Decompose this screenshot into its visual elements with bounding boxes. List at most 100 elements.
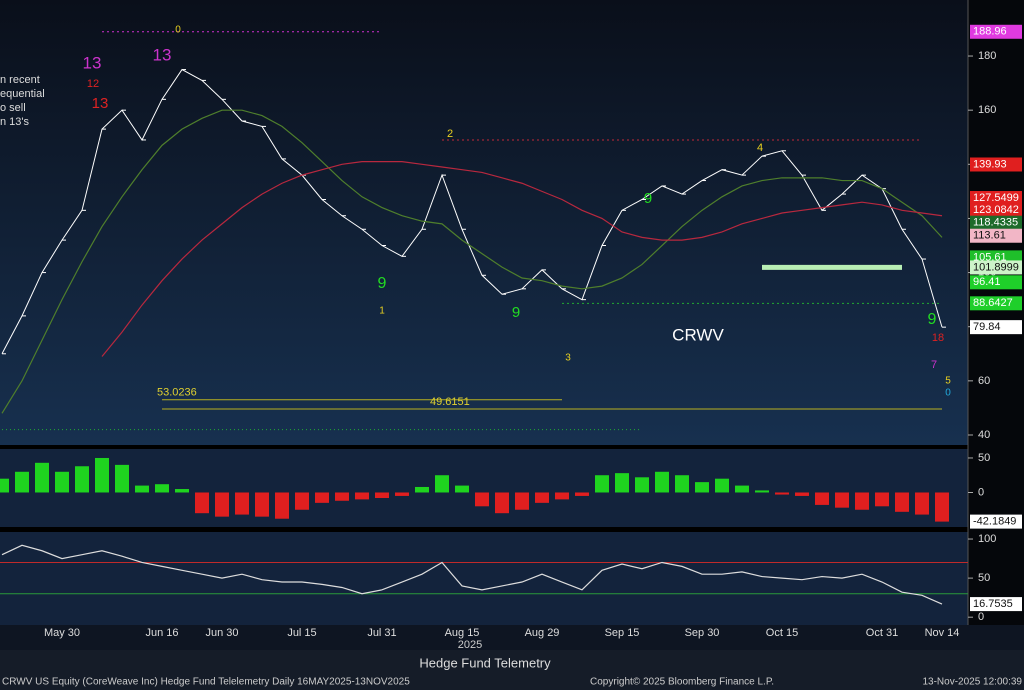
histogram-bar [535, 492, 549, 503]
td-count: 9 [644, 190, 652, 207]
price-label-box [970, 215, 1022, 230]
x-tick-label: Sep 15 [605, 627, 640, 639]
price-label: 127.5499 [973, 192, 1019, 204]
price-label-box [970, 514, 1022, 529]
td-count: 12 [87, 78, 99, 90]
td-count: 0 [945, 388, 951, 399]
oscillator-panel [0, 532, 968, 625]
right-axis [968, 0, 1024, 625]
price-label: 113.61 [973, 230, 1006, 242]
histogram-bar [635, 477, 649, 493]
y-tick-label: 50 [978, 452, 990, 464]
footer [0, 650, 1024, 690]
histogram-bar [675, 475, 689, 493]
price-label-box [970, 191, 1022, 206]
histogram-bar [575, 492, 589, 496]
price-label-box [970, 203, 1022, 218]
histogram-bar [455, 485, 469, 493]
td-count: 13 [83, 53, 102, 72]
td-count: 18 [932, 332, 944, 344]
histogram-bar [715, 478, 729, 493]
histogram-bar [175, 489, 189, 493]
histogram-bar [435, 475, 449, 493]
histogram-bar [515, 492, 529, 510]
histogram-bar [275, 492, 289, 519]
histogram-bar [895, 492, 909, 512]
td-count: 9 [928, 311, 937, 328]
histogram-bar [295, 492, 309, 510]
histogram-bar [615, 473, 629, 493]
td-count: 3 [565, 353, 571, 364]
y-tick-label: 60 [978, 375, 990, 387]
x-tick-label: Oct 15 [766, 627, 798, 639]
price-label: 96.41 [973, 276, 1001, 288]
histogram-bar [135, 485, 149, 493]
price-label-box [970, 296, 1022, 311]
histogram-bar [875, 492, 889, 507]
td-count: 2 [447, 128, 453, 140]
y-tick-label: 180 [978, 50, 996, 62]
y-tick-label: 0 [978, 611, 984, 623]
y-tick-label: 0 [978, 486, 984, 498]
td-count: 4 [757, 142, 763, 154]
price-label-box [970, 320, 1022, 335]
histogram-bar [935, 492, 949, 522]
histogram-bar [695, 482, 709, 493]
x-tick-label: Jun 16 [145, 627, 178, 639]
footer-right: 13-Nov-2025 12:00:39 [922, 677, 1022, 688]
histogram-bar [415, 486, 429, 493]
note-line: equential [0, 88, 45, 100]
histogram-bar [595, 475, 609, 493]
td-count: 9 [378, 275, 387, 292]
price-line [1, 68, 943, 355]
note-line: n recent [0, 74, 40, 86]
histogram-bar [75, 466, 89, 493]
histogram-bar [855, 492, 869, 510]
td-count: 5 [945, 376, 951, 387]
histogram-bar [475, 492, 489, 507]
footer-center: Copyright© 2025 Bloomberg Finance L.P. [590, 677, 774, 688]
td-count: 7 [931, 359, 937, 371]
price-label: 79.84 [973, 321, 1001, 333]
histogram-bar [215, 492, 229, 517]
x-tick-label: Jul 15 [287, 627, 316, 639]
x-tick-label: Aug 15 [445, 627, 480, 639]
histogram-bar [35, 462, 49, 493]
x-tick-label: Sep 30 [685, 627, 720, 639]
footer-left: CRWV US Equity (CoreWeave Inc) Hedge Fun… [2, 677, 410, 688]
histogram-bar [755, 490, 769, 493]
moving-average [1, 109, 943, 414]
histogram-bar [835, 492, 849, 508]
histogram-bar [335, 492, 349, 501]
price-label: 118.4335 [973, 217, 1018, 229]
note-line: o sell [0, 102, 26, 114]
histogram-bar [555, 492, 569, 500]
x-tick-label: Jul 31 [367, 627, 396, 639]
note-line: n 13's [0, 116, 30, 128]
price-label: 188.96 [973, 26, 1007, 38]
price-label-box [970, 275, 1022, 290]
x-tick-label: Jun 30 [205, 627, 238, 639]
histogram-bar [235, 492, 249, 515]
price-label-box [970, 260, 1022, 275]
td-count: 13 [153, 45, 172, 64]
price-label: 139.93 [973, 158, 1007, 170]
histogram-bar [15, 471, 29, 493]
title: Hedge Fund Telemetry [419, 655, 551, 670]
ticker-label: CRWV [672, 325, 724, 344]
histogram-bar [95, 457, 109, 493]
year-label: 2025 [458, 639, 482, 651]
td-count: 0 [175, 25, 181, 36]
price-label-box [970, 157, 1022, 172]
price-panel [0, 0, 968, 445]
td-count: 9 [512, 304, 520, 321]
td-count: 13 [92, 95, 109, 112]
x-tick-label: Nov 14 [925, 627, 960, 639]
price-label-box [970, 228, 1022, 243]
histogram-bar [495, 492, 509, 514]
x-tick-label: Aug 29 [525, 627, 560, 639]
y-tick-label: 100 [978, 533, 996, 545]
histogram-bar [255, 492, 269, 517]
histogram-bar [795, 492, 809, 496]
